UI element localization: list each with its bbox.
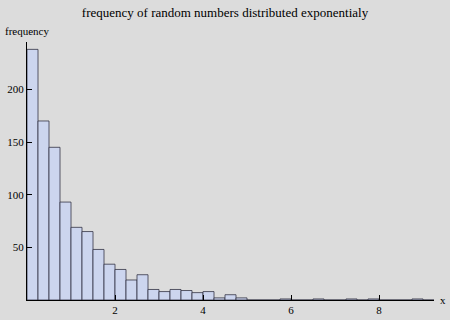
svg-text:200: 200	[7, 83, 24, 95]
svg-text:150: 150	[7, 136, 24, 148]
svg-text:50: 50	[13, 241, 25, 253]
svg-text:4: 4	[200, 304, 206, 316]
svg-text:8: 8	[376, 304, 382, 316]
svg-text:6: 6	[288, 304, 294, 316]
svg-text:100: 100	[7, 189, 24, 201]
svg-text:2: 2	[112, 304, 118, 316]
svg-text:x: x	[440, 294, 446, 306]
svg-text:frequency of random numbers di: frequency of random numbers distributed …	[82, 5, 369, 20]
svg-text:frequency: frequency	[5, 25, 49, 37]
